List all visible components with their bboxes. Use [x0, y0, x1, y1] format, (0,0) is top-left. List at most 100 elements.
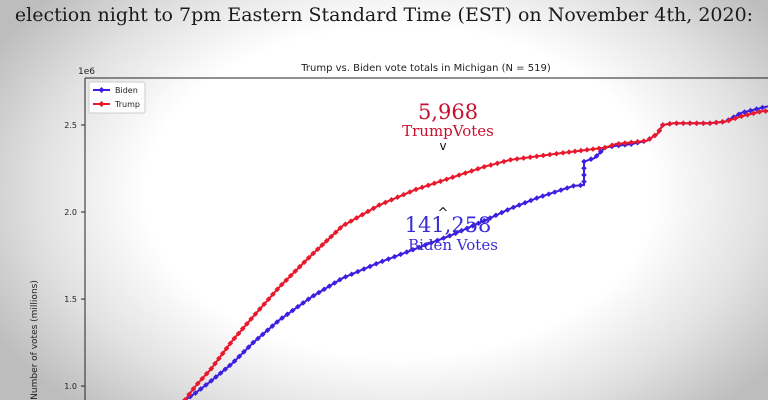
data-point [255, 335, 261, 342]
series-trump [182, 108, 768, 400]
data-point [634, 138, 641, 145]
data-point [241, 349, 247, 355]
data-point [404, 249, 410, 255]
y-scale-label: 1e6 [78, 67, 95, 77]
legend: Biden Trump [88, 81, 146, 114]
y-axis-label: Number of votes (millions) [30, 280, 40, 400]
data-point [680, 120, 687, 127]
data-point [283, 277, 290, 283]
data-point [446, 233, 453, 239]
data-point [759, 104, 766, 111]
data-point [687, 120, 693, 127]
data-point [326, 283, 333, 289]
data-point [545, 191, 552, 197]
data-point [353, 215, 360, 221]
data-point [533, 153, 540, 160]
data-point [410, 246, 416, 253]
data-point [305, 296, 312, 302]
data-point [219, 350, 226, 357]
data-point [321, 286, 327, 293]
data-point [726, 117, 732, 124]
data-point [295, 303, 301, 310]
data-point [539, 193, 546, 199]
data-point [551, 189, 558, 195]
trump-annotation-marker: v [439, 139, 446, 153]
data-point [533, 195, 540, 201]
data-point [261, 301, 267, 307]
data-point [244, 320, 250, 327]
data-point [656, 127, 663, 134]
data-point [514, 156, 520, 162]
data-point [456, 172, 462, 178]
data-point [440, 235, 447, 241]
data-point [407, 189, 413, 195]
data-point [566, 149, 572, 155]
data-point [487, 215, 493, 221]
data-point [738, 113, 745, 120]
data-point [274, 319, 280, 325]
data-point [419, 184, 425, 191]
data-point [382, 199, 389, 206]
data-point [558, 187, 564, 193]
data-point [197, 386, 204, 392]
data-point [250, 339, 257, 346]
y-tick-label: 1.5 [64, 295, 77, 304]
data-point [367, 263, 373, 270]
data-point [425, 182, 432, 189]
data-point [522, 199, 528, 206]
data-point [501, 158, 507, 165]
data-point [481, 163, 488, 170]
data-point [279, 315, 285, 321]
data-point [464, 225, 470, 232]
data-point [560, 150, 566, 156]
header-text: election night to 7pm Eastern Standard T… [14, 4, 754, 26]
data-point [222, 366, 229, 373]
data-point [270, 291, 276, 298]
data-point [203, 370, 210, 377]
data-point [332, 229, 339, 236]
data-point [584, 147, 590, 153]
data-point [289, 307, 296, 314]
data-point [199, 375, 206, 382]
data-point [588, 156, 594, 163]
data-point [235, 330, 242, 337]
data-point [348, 218, 354, 224]
data-point [192, 390, 199, 396]
data-point [527, 154, 533, 160]
data-point [208, 378, 215, 384]
data-point [310, 292, 317, 299]
biden-annotation-marker: ^ [438, 206, 449, 221]
data-point [449, 174, 456, 181]
data-point [292, 268, 299, 274]
data-point [212, 360, 218, 367]
data-point [182, 397, 188, 400]
data-point [365, 208, 371, 215]
data-point [741, 109, 748, 115]
data-point [376, 202, 383, 208]
data-point [355, 268, 361, 275]
data-point [239, 325, 246, 332]
data-point [494, 160, 501, 167]
data-point [379, 258, 386, 265]
data-point [475, 166, 481, 172]
data-point [186, 391, 192, 398]
data-point [666, 121, 673, 127]
data-point [507, 157, 514, 163]
data-point [217, 370, 224, 376]
data-point [310, 250, 317, 257]
data-point [274, 286, 281, 293]
data-point [488, 162, 494, 168]
data-point [227, 340, 234, 347]
data-point [342, 221, 349, 228]
data-point [314, 246, 321, 252]
data-point [590, 146, 596, 152]
data-point [596, 145, 602, 152]
data-point [713, 119, 720, 126]
data-point [216, 355, 222, 362]
data-point [540, 152, 547, 159]
data-point [400, 191, 407, 198]
data-point [385, 256, 392, 262]
data-point [747, 107, 754, 114]
data-point [296, 263, 303, 270]
data-point [577, 182, 584, 189]
